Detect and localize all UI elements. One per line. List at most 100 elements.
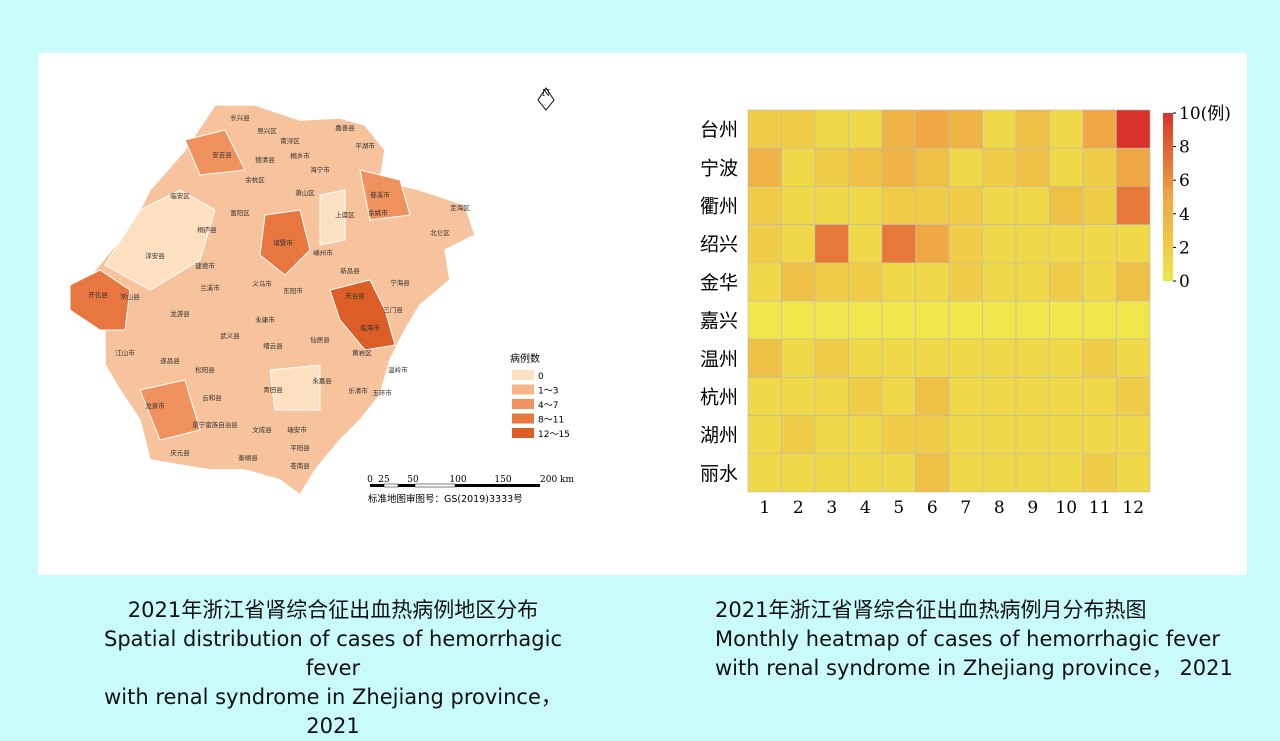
heatmap-cell: [848, 453, 883, 493]
county-label: 淳安县: [145, 251, 165, 260]
heatmap-cell: [781, 300, 816, 340]
heatmap-cell: [982, 262, 1017, 302]
heatmap-cell: [1082, 338, 1117, 378]
heatmap-cell: [1116, 338, 1151, 378]
row-label: 嘉兴: [700, 310, 738, 332]
heatmap-cell: [1082, 453, 1117, 493]
heatmap-cell: [1116, 147, 1151, 187]
heatmap-cell: [814, 109, 849, 149]
region: [69, 269, 131, 331]
heatmap-cell: [747, 186, 782, 225]
scale-label: 50: [407, 475, 419, 485]
heatmap-cell: [982, 300, 1017, 340]
county-label: 庆元县: [170, 448, 190, 457]
heatmap-cell: [982, 453, 1017, 493]
county-label: 慈溪市: [370, 190, 390, 199]
legend-label: 4～7: [538, 401, 558, 411]
heatmap-cell: [1015, 453, 1050, 493]
county-label: 吴兴区: [257, 126, 277, 135]
colorbar-label: 8: [1179, 138, 1190, 158]
heatmap-cell: [781, 453, 816, 493]
row-label: 丽水: [700, 463, 738, 485]
heatmap-cell: [1049, 453, 1084, 493]
heatmap-cell: [915, 186, 950, 225]
heatmap-cell: [881, 147, 916, 187]
heatmap-cell: [747, 224, 782, 264]
heatmap-cell: [948, 300, 983, 340]
heatmap-cell: [1015, 224, 1050, 264]
county-label: 温岭市: [388, 365, 408, 374]
heatmap-cell: [1116, 186, 1151, 225]
county-label: 泰顺县: [238, 453, 258, 462]
colorbar-label: 6: [1179, 171, 1190, 191]
column-label: 1: [759, 498, 770, 518]
heatmap-cell: [881, 415, 916, 455]
scale-bar: [383, 483, 399, 488]
county-label: 萧山区: [295, 188, 315, 197]
heatmap-cell: [1049, 109, 1084, 149]
county-label: 余姚市: [368, 208, 388, 217]
heatmap-cell: [915, 453, 950, 493]
heatmap-cell: [781, 262, 816, 302]
heatmap-cell: [1116, 377, 1151, 416]
county-label: 武义县: [220, 331, 240, 340]
heatmap-cell: [848, 109, 883, 149]
heatmap-cell: [1116, 415, 1151, 455]
column-label: 10: [1055, 498, 1077, 518]
heatmap-cell: [1049, 186, 1084, 225]
region: [329, 279, 396, 351]
heatmap-cell: [915, 300, 950, 340]
legend-title: 病例数: [510, 352, 540, 365]
column-label: 4: [860, 498, 871, 518]
county-label: 安吉县: [212, 150, 232, 159]
column-label: 2: [793, 498, 804, 518]
north-arrow: [537, 87, 555, 111]
heatmap-cell: [814, 377, 849, 416]
county-label: 新昌县: [340, 266, 360, 275]
heatmap-cell: [814, 338, 849, 378]
region: [359, 169, 411, 221]
column-label: 11: [1089, 498, 1111, 518]
heatmap-cell: [1049, 262, 1084, 302]
caption-line: with renal syndrome in Zhejiang province…: [715, 656, 1233, 680]
county-label: 龙泉市: [145, 401, 165, 410]
caption-line: Spatial distribution of cases of hemorrh…: [103, 627, 562, 680]
heatmap-cell: [848, 300, 883, 340]
heatmap-cell: [814, 415, 849, 455]
heatmap-cell: [1116, 300, 1151, 340]
heatmap-cell: [982, 109, 1017, 149]
county-label: 苍南县: [290, 461, 310, 470]
heatmap-cell: [881, 262, 916, 302]
heatmap-cell: [881, 453, 916, 493]
heatmap-cell: [1082, 224, 1117, 264]
heatmap-cell: [881, 377, 916, 416]
county-label: 桐乡市: [290, 151, 310, 160]
heatmap-cell: [781, 186, 816, 225]
row-label: 绍兴: [700, 234, 738, 256]
heatmap-cell: [1015, 415, 1050, 455]
county-label: 长兴县: [230, 113, 250, 122]
county-label: 玉环市: [372, 388, 392, 397]
heatmap-cell: [747, 147, 782, 187]
slide: 长兴县 吴兴区 南浔区 嘉善县 安吉县 德清县 桐乡市 平湖市 海宁市 临安区 余杭区 富阳区 萧山区 慈…: [38, 53, 1247, 738]
heatmap-cell: [915, 338, 950, 378]
region: [139, 379, 201, 441]
county-label: 南浔区: [280, 136, 300, 145]
heatmap-cell: [747, 300, 782, 340]
county-label: 永康市: [255, 315, 275, 324]
county-label: 建德市: [195, 261, 215, 270]
heatmap-cell: [848, 224, 883, 264]
heatmap-cell: [948, 338, 983, 378]
county-label: 天台县: [345, 291, 365, 300]
legend-swatch: [512, 399, 534, 409]
county-label: 上虞区: [335, 210, 355, 219]
heatmap-cell: [915, 224, 950, 264]
heatmap-cell: [948, 109, 983, 149]
heatmap-cell: [747, 415, 782, 455]
row-label: 宁波: [700, 157, 738, 179]
column-label: 6: [927, 498, 938, 518]
heatmap-cell: [881, 338, 916, 378]
colorbar: [1163, 113, 1173, 281]
heatmap-cell: [982, 415, 1017, 455]
heatmap-cell: [1082, 109, 1117, 149]
